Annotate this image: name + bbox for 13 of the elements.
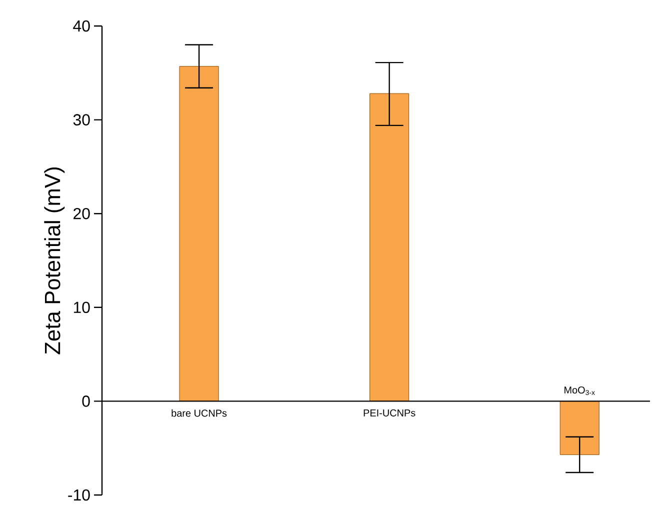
y-tick-label: 30 — [73, 114, 90, 126]
y-tick-label: 0 — [82, 396, 90, 407]
y-tick-label: 40 — [73, 20, 90, 32]
bar — [370, 93, 410, 402]
bar — [560, 400, 600, 455]
y-axis-title: Zeta Potential (mV) — [44, 167, 65, 354]
x-tick-label: MoO$_{3-x}$ — [564, 386, 595, 395]
y-tick-label: 20 — [74, 208, 90, 220]
x-tick-label: bare UCNPs — [172, 409, 227, 417]
x-tick-label: PEI-UCNPs — [364, 409, 416, 416]
bar — [179, 66, 219, 402]
y-tick-label: -10 — [68, 489, 90, 501]
y-tick-label: 10 — [74, 302, 90, 314]
